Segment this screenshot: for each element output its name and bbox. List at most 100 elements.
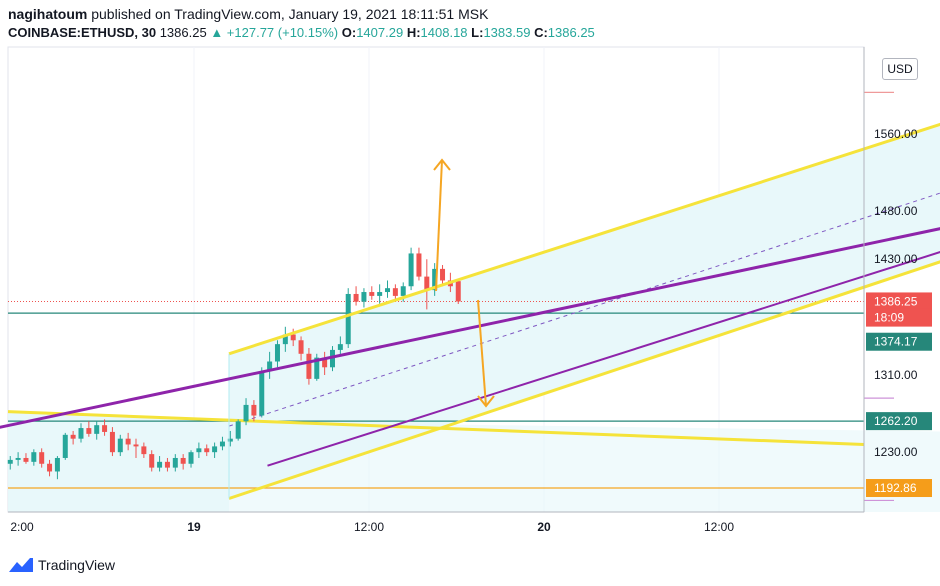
last-price: 1386.25: [159, 25, 207, 40]
range-fill-right: [229, 421, 940, 512]
projection-arrowhead: [477, 395, 495, 408]
wedge-lower-line: [267, 251, 940, 467]
candle-body: [31, 452, 37, 462]
candle-body: [432, 268, 438, 291]
candle-body: [86, 428, 92, 434]
candle-body: [274, 344, 280, 362]
candle-body: [125, 438, 131, 445]
y-tick-label: 1480.00: [874, 204, 918, 218]
y-tick-label: 1560.00: [874, 127, 918, 141]
candle-body: [353, 293, 359, 302]
candle-body: [7, 459, 13, 464]
symbol-name: COINBASE:ETHUSD, 30: [8, 25, 157, 40]
candle-body: [54, 457, 60, 472]
candle-body: [94, 425, 100, 434]
price-label-bg: [866, 412, 932, 431]
candle-body: [392, 288, 398, 296]
candle-body: [408, 253, 414, 287]
candle-body: [282, 334, 288, 345]
price-change: ▲ +127.77 (+10.15%): [210, 25, 339, 40]
candle-body: [141, 446, 147, 455]
symbol-info-line: COINBASE:ETHUSD, 30 1386.25 ▲ +127.77 (+…: [8, 25, 595, 40]
channel-fill: [229, 124, 940, 499]
candle-body: [149, 454, 155, 468]
candle-body: [377, 292, 383, 296]
open-value: 1407.29: [356, 25, 404, 40]
channel-median-line: [228, 192, 940, 427]
candle-body: [290, 334, 296, 341]
candle-body: [172, 457, 178, 468]
price-label: 18:09: [874, 311, 904, 325]
channel-upper-line: [228, 122, 940, 356]
author-name[interactable]: nagihatoum: [8, 6, 88, 22]
candle-body: [345, 293, 351, 345]
candle-body: [235, 421, 241, 439]
candle-body: [329, 349, 335, 368]
x-tick-label: 2:00: [10, 520, 34, 534]
candle-body: [204, 448, 210, 453]
channel-lower-line: [228, 260, 940, 500]
chart-header-author-line: nagihatoum published on TradingView.com,…: [8, 6, 488, 22]
price-label: 1192.86: [874, 481, 917, 495]
tradingview-icon: [9, 558, 33, 572]
candle-body: [361, 292, 367, 302]
candle-body: [455, 281, 461, 302]
candle-body: [298, 340, 304, 354]
candle-body: [117, 438, 123, 453]
wedge-upper-line: [0, 227, 940, 429]
candle-body: [15, 457, 21, 460]
x-tick-label: 20: [537, 520, 551, 534]
price-label: 1386.25: [874, 294, 918, 308]
candle-body: [39, 452, 45, 464]
plot-area[interactable]: [0, 46, 940, 513]
candle-body: [212, 446, 218, 453]
logo-text: TradingView: [38, 557, 116, 573]
candle-body: [306, 353, 312, 379]
price-label-bg: [866, 479, 932, 498]
close-label: C:: [534, 25, 548, 40]
candle-body: [133, 444, 139, 447]
x-tick-label: 19: [187, 520, 201, 534]
candle-body: [188, 452, 194, 464]
x-tick-label: 12:00: [354, 520, 384, 534]
price-label-bg: [866, 332, 932, 351]
candle-body: [267, 361, 273, 372]
tradingview-logo[interactable]: TradingView: [8, 556, 115, 574]
candle-body: [337, 344, 343, 350]
candle-body: [47, 463, 53, 472]
open-label: O:: [341, 25, 357, 40]
low-value: 1383.59: [483, 25, 531, 40]
high-value: 1408.18: [420, 25, 468, 40]
candle-body: [227, 438, 233, 442]
price-label: 1262.20: [874, 414, 918, 428]
candle-body: [259, 371, 265, 416]
candle-body: [219, 441, 225, 447]
candle-body: [440, 268, 446, 281]
candle-body: [196, 448, 202, 453]
candle-body: [78, 428, 84, 439]
close-value: 1386.25: [547, 25, 595, 40]
candle-body: [314, 357, 320, 379]
price-label-bg: [866, 308, 932, 327]
candle-body: [180, 457, 186, 464]
candle-body: [424, 276, 430, 291]
price-label: 1374.17: [874, 335, 918, 349]
candle-body: [251, 404, 257, 416]
y-tick-label: 1230.00: [874, 445, 918, 459]
y-tick-label: 1310.00: [874, 368, 918, 382]
projection-arrowhead: [433, 158, 451, 171]
candle-body: [322, 357, 328, 368]
currency-button[interactable]: USD: [882, 58, 918, 80]
projection-arrow: [435, 159, 443, 292]
y-tick-label: 1430.00: [874, 252, 918, 266]
high-label: H:: [406, 25, 421, 40]
candle-body: [369, 292, 375, 296]
low-label: L:: [471, 25, 484, 40]
candle-body: [23, 457, 29, 462]
candle-body: [164, 461, 170, 468]
candle-body: [70, 434, 76, 439]
publish-info: published on TradingView.com, January 19…: [91, 6, 489, 22]
projection-arrow: [477, 299, 487, 407]
candle-body: [157, 461, 163, 468]
